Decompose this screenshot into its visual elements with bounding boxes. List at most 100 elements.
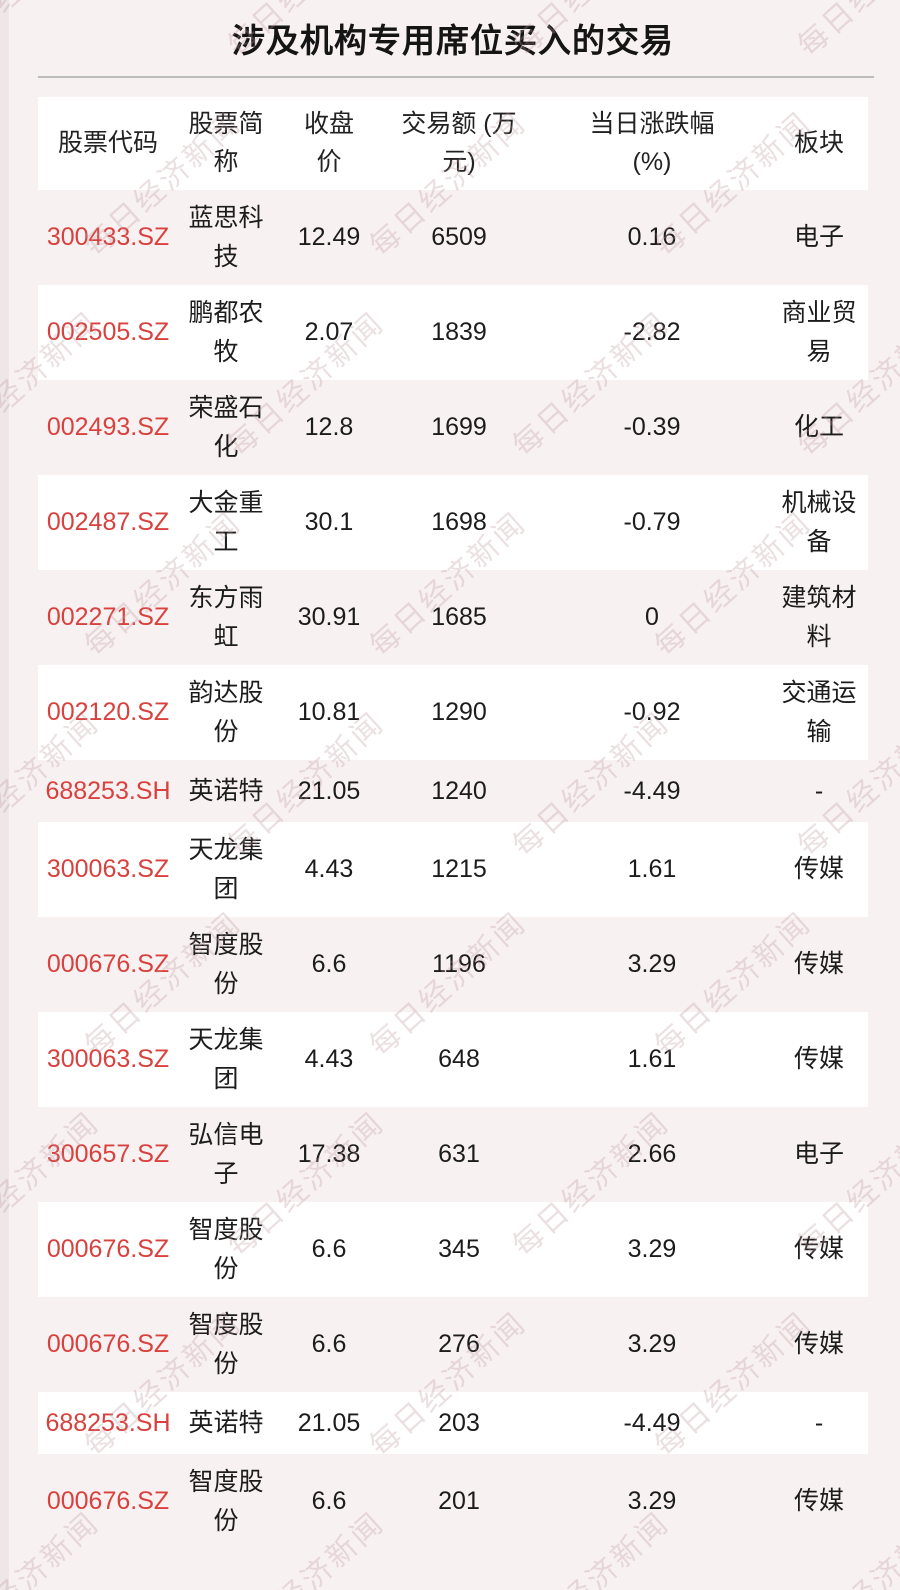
column-header-change-pct: 当日涨跌幅 (%) xyxy=(589,110,715,176)
cell-sector: 传媒 xyxy=(793,1330,844,1359)
cell-amount: 1215 xyxy=(431,855,487,884)
cell-sector: 交通运输 xyxy=(781,678,857,746)
cell-stock-code: 002487.SZ xyxy=(46,508,170,537)
cell-sector: 传媒 xyxy=(793,1235,844,1264)
table-row: 300063.SZ 天龙集团 4.43 1215 1.61 传媒 xyxy=(38,822,868,917)
cell-close-price: 6.6 xyxy=(311,950,347,979)
cell-change-pct: 1.61 xyxy=(627,855,677,884)
cell-stock-code: 002493.SZ xyxy=(46,413,170,442)
table-row: 688253.SH 英诺特 21.05 203 -4.49 - xyxy=(38,1392,868,1454)
cell-change-pct: 0 xyxy=(645,603,659,632)
cell-sector: 传媒 xyxy=(793,950,844,979)
cell-stock-name: 智度股份 xyxy=(188,1215,264,1283)
table-row: 002493.SZ 荣盛石化 12.8 1699 -0.39 化工 xyxy=(38,380,868,475)
cell-close-price: 4.43 xyxy=(304,855,354,884)
table-row: 002487.SZ 大金重工 30.1 1698 -0.79 机械设备 xyxy=(38,475,868,570)
cell-stock-code: 000676.SZ xyxy=(46,950,170,979)
cell-close-price: 6.6 xyxy=(311,1487,347,1516)
cell-stock-name: 智度股份 xyxy=(188,1310,264,1378)
cell-amount: 203 xyxy=(438,1408,480,1437)
cell-amount: 1698 xyxy=(431,508,487,537)
cell-change-pct: -0.92 xyxy=(623,698,681,727)
cell-amount: 6509 xyxy=(431,223,487,252)
cell-close-price: 21.05 xyxy=(297,776,361,805)
column-header-amount: 交易额 (万 元) xyxy=(401,110,517,176)
cell-sector: 建筑材料 xyxy=(781,583,857,651)
table-row: 300657.SZ 弘信电子 17.38 631 2.66 电子 xyxy=(38,1107,868,1202)
cell-change-pct: 3.29 xyxy=(627,1235,677,1264)
cell-stock-code: 300063.SZ xyxy=(46,1045,170,1074)
cell-stock-code: 688253.SH xyxy=(45,776,171,805)
table-row: 300063.SZ 天龙集团 4.43 648 1.61 传媒 xyxy=(38,1012,868,1107)
cell-stock-code: 000676.SZ xyxy=(46,1487,170,1516)
column-header-stock-code: 股票代码 xyxy=(57,128,158,157)
cell-stock-code: 002120.SZ xyxy=(46,698,170,727)
cell-change-pct: 3.29 xyxy=(627,950,677,979)
column-header-stock-name: 股票简 称 xyxy=(188,110,264,176)
cell-stock-name: 荣盛石化 xyxy=(188,393,264,461)
cell-amount: 1699 xyxy=(431,413,487,442)
cell-stock-name: 天龙集团 xyxy=(188,1025,264,1093)
cell-close-price: 10.81 xyxy=(297,698,361,727)
cell-change-pct: -0.39 xyxy=(623,413,681,442)
column-header-close-price: 收盘 价 xyxy=(303,110,354,176)
cell-change-pct: 2.66 xyxy=(627,1140,677,1169)
cell-sector: 化工 xyxy=(793,413,844,442)
cell-amount: 1839 xyxy=(431,318,487,347)
cell-amount: 201 xyxy=(438,1487,480,1516)
cell-stock-name: 弘信电子 xyxy=(188,1120,264,1188)
cell-close-price: 12.49 xyxy=(297,223,361,252)
cell-close-price: 21.05 xyxy=(297,1408,361,1437)
cell-stock-code: 300063.SZ xyxy=(46,855,170,884)
cell-close-price: 6.6 xyxy=(311,1235,347,1264)
cell-amount: 345 xyxy=(438,1235,480,1264)
cell-sector: 传媒 xyxy=(793,855,844,884)
cell-sector: 电子 xyxy=(793,223,844,252)
cell-sector: - xyxy=(814,776,824,805)
cell-stock-name: 天龙集团 xyxy=(188,835,264,903)
cell-amount: 1685 xyxy=(431,603,487,632)
cell-change-pct: -4.49 xyxy=(623,776,681,805)
cell-change-pct: -2.82 xyxy=(623,318,681,347)
cell-close-price: 30.1 xyxy=(304,508,354,537)
cell-stock-code: 000676.SZ xyxy=(46,1235,170,1264)
cell-stock-code: 300657.SZ xyxy=(46,1140,170,1169)
cell-change-pct: 3.29 xyxy=(627,1330,677,1359)
table-row: 000676.SZ 智度股份 6.6 345 3.29 传媒 xyxy=(38,1202,868,1297)
cell-close-price: 17.38 xyxy=(297,1140,361,1169)
cell-sector: 机械设备 xyxy=(781,488,857,556)
cell-close-price: 6.6 xyxy=(311,1330,347,1359)
cell-change-pct: 0.16 xyxy=(627,223,677,252)
table-row: 000676.SZ 智度股份 6.6 1196 3.29 传媒 xyxy=(38,917,868,1012)
cell-stock-name: 智度股份 xyxy=(188,930,264,998)
cell-amount: 1240 xyxy=(431,776,487,805)
cell-stock-name: 韵达股份 xyxy=(188,678,264,746)
table-row: 002505.SZ 鹏都农牧 2.07 1839 -2.82 商业贸易 xyxy=(38,285,868,380)
cell-amount: 1196 xyxy=(432,950,486,979)
cell-close-price: 2.07 xyxy=(304,318,354,347)
cell-stock-code: 300433.SZ xyxy=(46,223,170,252)
cell-amount: 648 xyxy=(438,1045,480,1074)
trades-table: 股票代码 股票简 称 收盘 价 交易额 (万 元) 当日涨跌幅 (%) 板块 3… xyxy=(38,97,868,1549)
table-row: 002271.SZ 东方雨虹 30.91 1685 0 建筑材料 xyxy=(38,570,868,665)
cell-stock-code: 002271.SZ xyxy=(46,603,170,632)
table-row: 002120.SZ 韵达股份 10.81 1290 -0.92 交通运输 xyxy=(38,665,868,760)
cell-stock-name: 大金重工 xyxy=(188,488,264,556)
cell-amount: 631 xyxy=(438,1140,480,1169)
column-header-sector: 板块 xyxy=(793,128,844,157)
table-row: 000676.SZ 智度股份 6.6 276 3.29 传媒 xyxy=(38,1297,868,1392)
cell-sector: 传媒 xyxy=(793,1487,844,1516)
cell-close-price: 30.91 xyxy=(297,603,361,632)
cell-change-pct: 3.29 xyxy=(627,1487,677,1516)
table-row: 000676.SZ 智度股份 6.6 201 3.29 传媒 xyxy=(38,1454,868,1549)
cell-change-pct: -0.79 xyxy=(623,508,681,537)
table-title: 涉及机构专用席位买入的交易 xyxy=(232,22,674,59)
header-row: 股票代码 股票简 称 收盘 价 交易额 (万 元) 当日涨跌幅 (%) 板块 xyxy=(38,97,868,190)
left-edge-strip xyxy=(0,0,9,1590)
cell-change-pct: 1.61 xyxy=(627,1045,677,1074)
table-row: 300433.SZ 蓝思科技 12.49 6509 0.16 电子 xyxy=(38,190,868,285)
cell-stock-code: 000676.SZ xyxy=(46,1330,170,1359)
cell-close-price: 12.8 xyxy=(304,413,354,442)
cell-amount: 1290 xyxy=(431,698,487,727)
